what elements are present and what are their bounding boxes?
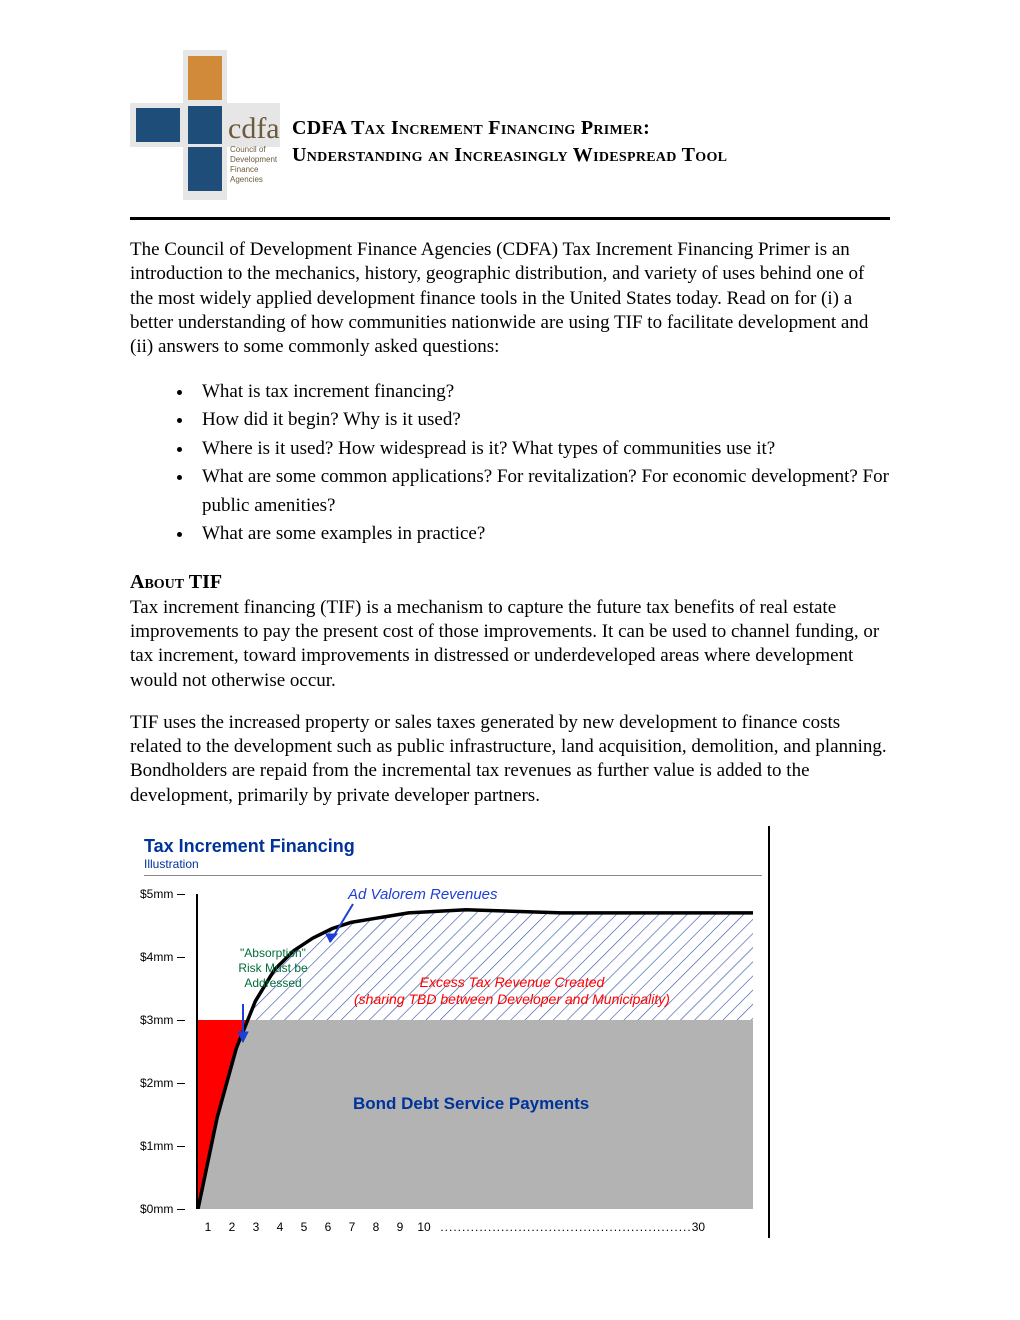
y-tick: $0mm bbox=[140, 1202, 185, 1216]
x-tick: 10 bbox=[412, 1220, 436, 1234]
question-list: What is tax increment financing? How did… bbox=[194, 378, 890, 549]
title-line2: Understanding an Increasingly Widespread… bbox=[292, 144, 727, 166]
annot-absorption: "Absorption" Risk Must be Addressed bbox=[228, 946, 318, 991]
list-item: What are some examples in practice? bbox=[194, 520, 890, 549]
chart-plot: $0mm $1mm $2mm $3mm $4mm $5mm bbox=[144, 894, 754, 1234]
list-item: How did it begin? Why is it used? bbox=[194, 406, 890, 435]
section-heading: About TIF bbox=[130, 571, 890, 594]
annot-excess-line2: (sharing TBD between Developer and Munic… bbox=[354, 991, 670, 1008]
svg-text:Agencies: Agencies bbox=[230, 175, 263, 184]
list-item: Where is it used? How widespread is it? … bbox=[194, 435, 890, 464]
page-title: CDFA Tax Increment Financing Primer: Und… bbox=[292, 115, 727, 205]
annot-excess: Excess Tax Revenue Created (sharing TBD … bbox=[354, 974, 670, 1008]
x-tick: 5 bbox=[292, 1220, 316, 1234]
x-tick: 4 bbox=[268, 1220, 292, 1234]
svg-text:cdfa: cdfa bbox=[228, 112, 280, 145]
chart-svg bbox=[198, 894, 753, 1209]
chart-title: Tax Increment Financing bbox=[144, 836, 762, 857]
x-axis: 1 2 3 4 5 6 7 8 9 10 ...................… bbox=[196, 1220, 705, 1234]
x-tick: 6 bbox=[316, 1220, 340, 1234]
x-tick: 7 bbox=[340, 1220, 364, 1234]
list-item: What is tax increment financing? bbox=[194, 378, 890, 407]
x-tick: 3 bbox=[244, 1220, 268, 1234]
y-tick: $2mm bbox=[140, 1076, 185, 1090]
header-divider bbox=[130, 217, 890, 220]
intro-paragraph: The Council of Development Finance Agenc… bbox=[130, 238, 890, 360]
svg-text:Development: Development bbox=[230, 155, 278, 164]
y-tick: $5mm bbox=[140, 887, 185, 901]
x-tick: 1 bbox=[196, 1220, 220, 1234]
about-para-2: TIF uses the increased property or sales… bbox=[130, 711, 890, 808]
header: cdfa Council of Development Finance Agen… bbox=[130, 50, 890, 205]
svg-text:Finance: Finance bbox=[230, 165, 259, 174]
svg-text:Council of: Council of bbox=[230, 145, 266, 154]
plot-area: Ad Valorem Revenues "Absorption" Risk Mu… bbox=[196, 894, 751, 1209]
tif-chart: Tax Increment Financing Illustration $0m… bbox=[130, 826, 770, 1238]
annot-excess-line1: Excess Tax Revenue Created bbox=[354, 974, 670, 991]
y-tick: $4mm bbox=[140, 950, 185, 964]
about-para-1: Tax increment financing (TIF) is a mecha… bbox=[130, 596, 890, 693]
x-dots: ........................................… bbox=[436, 1220, 692, 1234]
annot-bond: Bond Debt Service Payments bbox=[353, 1094, 589, 1114]
list-item: What are some common applications? For r… bbox=[194, 463, 890, 520]
x-tick: 2 bbox=[220, 1220, 244, 1234]
cdfa-logo: cdfa Council of Development Finance Agen… bbox=[130, 50, 280, 205]
x-tick: 9 bbox=[388, 1220, 412, 1234]
annot-ad-valorem: Ad Valorem Revenues bbox=[348, 886, 498, 903]
y-tick: $3mm bbox=[140, 1013, 185, 1027]
x-end: 30 bbox=[692, 1220, 705, 1234]
y-tick: $1mm bbox=[140, 1139, 185, 1153]
title-line1: CDFA Tax Increment Financing Primer: bbox=[292, 117, 650, 139]
chart-subtitle: Illustration bbox=[144, 857, 762, 876]
x-tick: 8 bbox=[364, 1220, 388, 1234]
